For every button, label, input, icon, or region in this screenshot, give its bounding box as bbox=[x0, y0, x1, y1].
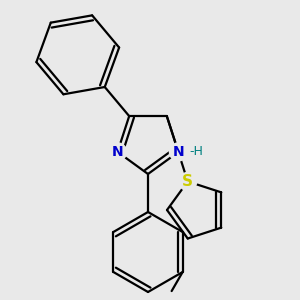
Text: S: S bbox=[182, 174, 193, 189]
Text: N: N bbox=[112, 145, 123, 159]
Circle shape bbox=[169, 143, 188, 161]
Circle shape bbox=[179, 172, 197, 190]
Circle shape bbox=[188, 144, 204, 160]
Circle shape bbox=[109, 143, 127, 161]
Text: -H: -H bbox=[190, 146, 203, 158]
Text: N: N bbox=[172, 145, 184, 159]
